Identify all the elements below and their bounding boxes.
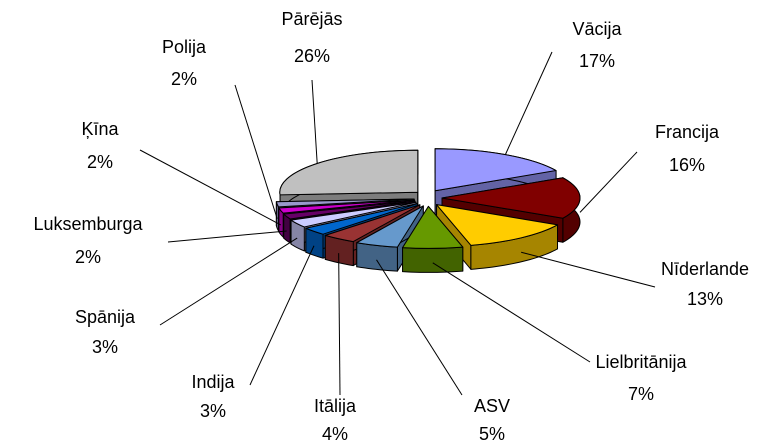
slice-top bbox=[278, 199, 415, 214]
slice bbox=[402, 205, 464, 273]
slice-value: 4% bbox=[322, 424, 348, 443]
leader-line bbox=[338, 253, 341, 396]
slice-value: 16% bbox=[669, 155, 705, 175]
slice-wall bbox=[402, 246, 464, 273]
slice-top bbox=[402, 205, 464, 249]
slice-label: Spānija bbox=[75, 307, 136, 327]
slice-label: Nīderlande bbox=[661, 259, 749, 279]
slice-top bbox=[356, 205, 424, 248]
slice-top bbox=[290, 201, 417, 228]
slice-value: 2% bbox=[75, 247, 101, 267]
leader-line bbox=[167, 230, 287, 243]
slice-top bbox=[436, 204, 559, 246]
slice-label: Pārējās bbox=[281, 9, 342, 29]
leader-line bbox=[432, 262, 591, 363]
leader-line bbox=[249, 245, 315, 386]
slice-top bbox=[275, 198, 415, 208]
slice-value: 7% bbox=[628, 384, 654, 404]
leader-line bbox=[139, 149, 282, 226]
slice-top bbox=[283, 200, 416, 220]
slice-label: Lielbritānija bbox=[595, 352, 687, 372]
leader-line bbox=[504, 51, 553, 155]
slice-top bbox=[279, 149, 419, 196]
slice-label: Francija bbox=[655, 122, 720, 142]
leader-line bbox=[579, 151, 638, 213]
leader-line bbox=[159, 237, 298, 326]
slice-top bbox=[324, 204, 421, 243]
slice-top bbox=[441, 177, 581, 219]
leader-line bbox=[311, 79, 318, 164]
slice-label: Itālija bbox=[314, 396, 357, 416]
slice-label: Vācija bbox=[572, 19, 622, 39]
slice-label: ASV bbox=[474, 396, 510, 416]
slice-value: 5% bbox=[479, 424, 505, 443]
leader-line bbox=[376, 259, 463, 396]
slice-value: 3% bbox=[92, 337, 118, 357]
leader-line bbox=[234, 84, 278, 219]
slice-value: 2% bbox=[87, 152, 113, 172]
slice-label: Polija bbox=[162, 37, 207, 57]
slice-label: Ķīna bbox=[81, 119, 119, 139]
slice-value: 26% bbox=[294, 46, 330, 66]
slice-top bbox=[305, 203, 418, 235]
slice bbox=[356, 205, 424, 272]
slice-value: 2% bbox=[171, 69, 197, 89]
slice-top bbox=[434, 148, 557, 192]
slice-label: Indija bbox=[191, 372, 235, 392]
slice-value: 3% bbox=[200, 401, 226, 421]
slice-label: Luksemburga bbox=[33, 214, 143, 234]
slice-value: 17% bbox=[579, 51, 615, 71]
slice-value: 13% bbox=[687, 289, 723, 309]
leader-line bbox=[521, 251, 656, 288]
